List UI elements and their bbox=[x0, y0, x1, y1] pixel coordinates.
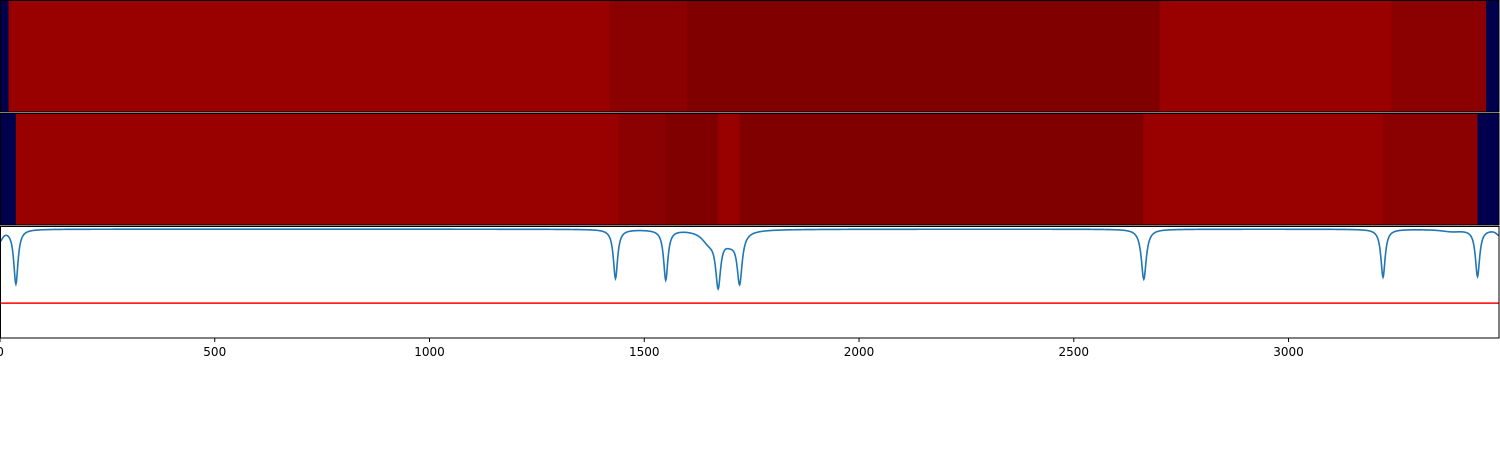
x-axis: 0 500 1000 1500 2000 2500 3000 bbox=[0, 338, 1304, 359]
heatmap-cell bbox=[609, 1, 688, 112]
heatmap-cell bbox=[687, 1, 1161, 112]
axes-frame bbox=[0, 0, 1500, 113]
heatmap-cell bbox=[1383, 114, 1479, 225]
series-line bbox=[0, 228, 1499, 291]
x-tick-label: 0 bbox=[0, 345, 4, 359]
heatmap-cell bbox=[1143, 114, 1384, 225]
x-tick-label: 1000 bbox=[414, 345, 445, 359]
heatmap-cell bbox=[718, 114, 741, 225]
heatmap-middle bbox=[0, 114, 1499, 225]
line-plot-panel bbox=[0, 228, 1499, 304]
heatmap-top bbox=[0, 1, 1499, 112]
heatmap-cell bbox=[0, 1, 10, 112]
heatmap-cell bbox=[739, 114, 1144, 225]
heatmap-cell bbox=[0, 114, 17, 225]
heatmap-cell bbox=[1477, 114, 1499, 225]
axes-frames bbox=[0, 0, 1500, 339]
heatmap-cell bbox=[618, 114, 667, 225]
x-tick-label: 2500 bbox=[1059, 345, 1090, 359]
axes-frame bbox=[0, 113, 1500, 226]
heatmap-cell bbox=[665, 114, 719, 225]
heatmap-cell bbox=[8, 1, 611, 112]
x-tick-label: 2000 bbox=[844, 345, 875, 359]
heatmap-cell bbox=[1391, 1, 1487, 112]
axes-frame bbox=[0, 226, 1500, 339]
x-tick-label: 500 bbox=[203, 345, 226, 359]
heatmap-cell bbox=[15, 114, 619, 225]
x-tick-label: 1500 bbox=[629, 345, 660, 359]
heatmap-cell bbox=[1159, 1, 1393, 112]
heatmap-cell bbox=[1486, 1, 1499, 112]
x-tick-label: 3000 bbox=[1273, 345, 1304, 359]
